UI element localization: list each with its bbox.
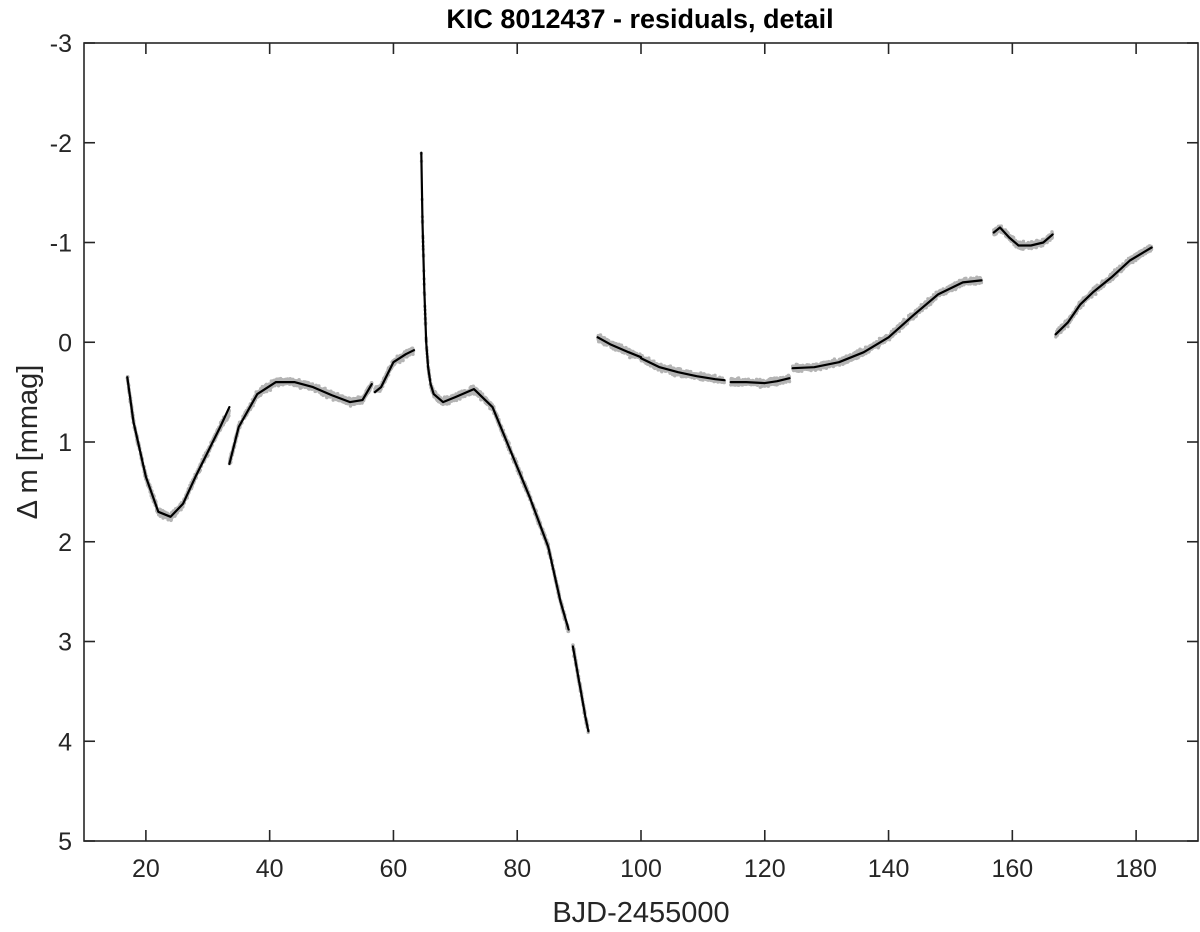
data-point: [754, 377, 759, 381]
scatter-segment: [227, 376, 374, 466]
data-point: [708, 374, 712, 378]
data-point: [308, 382, 313, 386]
data-point: [630, 355, 634, 359]
data-point: [737, 378, 741, 382]
data-point: [671, 372, 676, 376]
scatter-segment: [791, 275, 984, 373]
plot-area: [125, 151, 1154, 735]
data-point: [460, 389, 464, 393]
data-point: [169, 518, 173, 523]
data-point: [410, 346, 414, 351]
data-point: [729, 377, 733, 382]
data-point: [378, 389, 382, 393]
scatter-segment: [125, 375, 231, 523]
data-point: [454, 398, 459, 403]
data-point: [277, 382, 281, 386]
data-point: [758, 385, 762, 389]
data-point: [348, 404, 353, 408]
data-point: [611, 340, 615, 345]
chart-title: KIC 8012437 - residuals, detail: [446, 4, 833, 34]
data-point: [331, 398, 335, 402]
data-point: [676, 367, 680, 371]
scatter-segment: [419, 151, 571, 634]
data-point: [736, 383, 740, 387]
data-point: [288, 377, 292, 381]
data-point: [323, 386, 327, 390]
data-point: [722, 380, 726, 385]
data-point: [260, 386, 264, 390]
data-point: [273, 384, 277, 388]
data-point: [442, 395, 447, 399]
